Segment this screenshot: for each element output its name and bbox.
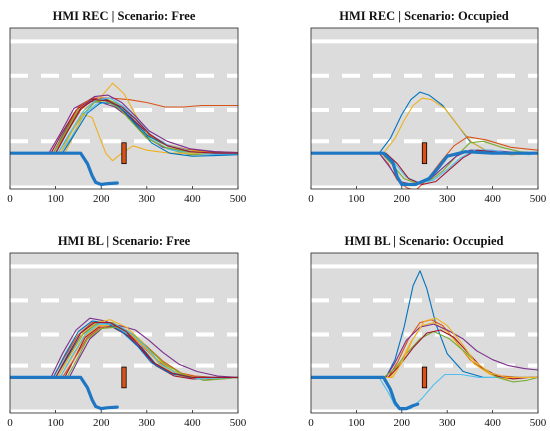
x-tick-label: 100 [47, 417, 64, 429]
x-tick-label: 500 [530, 193, 547, 205]
obstacle-marker [121, 366, 127, 389]
x-tick-label: 0 [7, 417, 13, 429]
panel-title: HMI REC | Scenario: Free [53, 9, 196, 23]
panel-title: HMI BL | Scenario: Occupied [344, 234, 503, 248]
panel-2: HMI REC | Scenario: Occupied 0 100 200 300 40… [308, 9, 547, 205]
trajectory-line [311, 373, 538, 411]
ego-vehicle-path [311, 375, 420, 411]
trajectory-line [10, 101, 238, 157]
x-tick-label: 400 [484, 193, 501, 205]
plot-frame [9, 252, 239, 414]
x-tick-label: 300 [439, 193, 456, 205]
x-tick-label: 500 [530, 417, 547, 429]
ego-vehicle-path [311, 150, 538, 187]
x-tick-label: 500 [230, 193, 247, 205]
obstacle-marker [421, 366, 428, 389]
trajectory-line [311, 330, 538, 383]
x-tick-label: 0 [7, 193, 13, 205]
plot-area [311, 39, 538, 189]
x-tick-label: 200 [93, 193, 110, 205]
obstacle-marker [121, 142, 127, 165]
panel-3: HMI BL | Scenario: Free 0 100 200 300 400 500 [7, 234, 247, 429]
x-tick-label: 200 [394, 417, 411, 429]
plot-area [10, 39, 238, 189]
x-tick-label: 400 [184, 417, 201, 429]
trajectory-line [311, 323, 538, 378]
plot-area [10, 264, 238, 413]
trajectory-line [10, 322, 238, 378]
x-tick-label: 300 [139, 193, 156, 205]
trajectory-line [311, 322, 538, 380]
x-tick-label: 200 [394, 193, 411, 205]
panel-4: HMI BL | Scenario: Occupied 0 100 200 300 400… [308, 234, 547, 429]
panel-title: HMI REC | Scenario: Occupied [339, 9, 508, 23]
x-tick-label: 500 [230, 417, 247, 429]
x-tick-label: 0 [308, 417, 314, 429]
plot-area [311, 264, 538, 413]
trajectory-line [10, 323, 238, 380]
plot-frame [9, 27, 239, 190]
trajectory-line [311, 317, 538, 378]
panel-1: HMI REC | Scenario: Free 0 100 200 300 400 500 [7, 9, 247, 205]
trajectory-line [10, 325, 238, 378]
plot-frame [310, 252, 539, 414]
x-tick-label: 300 [439, 417, 456, 429]
x-tick-label: 400 [184, 193, 201, 205]
x-tick-label: 100 [348, 417, 365, 429]
x-tick-label: 200 [93, 417, 110, 429]
plot-frame [310, 27, 539, 190]
x-tick-label: 100 [348, 193, 365, 205]
ego-vehicle-path [10, 375, 119, 411]
x-tick-label: 100 [47, 193, 64, 205]
trajectory-line [10, 97, 238, 154]
panel-title: HMI BL | Scenario: Free [58, 234, 191, 248]
trajectory-line [10, 100, 238, 154]
x-tick-label: 300 [139, 417, 156, 429]
obstacle-marker [421, 142, 428, 165]
ego-vehicle-path [10, 151, 119, 187]
x-tick-label: 0 [308, 193, 314, 205]
x-tick-label: 400 [484, 417, 501, 429]
trajectory-line [10, 99, 238, 154]
